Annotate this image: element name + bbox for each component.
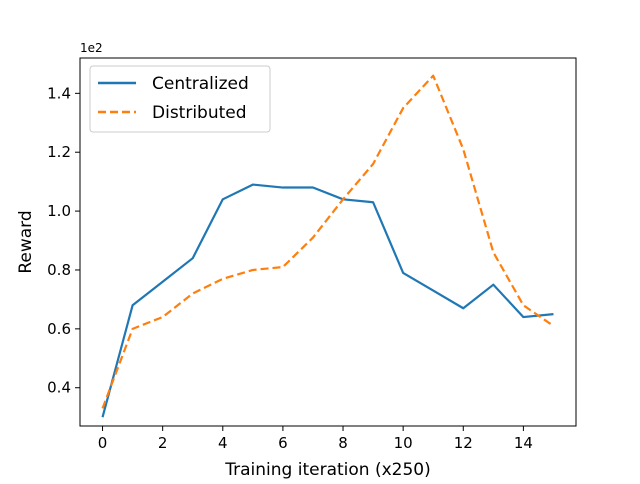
- y-tick-label: 1.0: [47, 202, 71, 220]
- x-tick-label: 6: [278, 434, 288, 452]
- x-tick-label: 10: [394, 434, 413, 452]
- x-tick-label: 2: [158, 434, 168, 452]
- plot-frame: [79, 57, 577, 427]
- x-tick-label: 0: [98, 434, 108, 452]
- x-tick-label: 8: [338, 434, 348, 452]
- x-tick-label: 4: [218, 434, 228, 452]
- y-tick-label: 0.4: [47, 379, 71, 397]
- y-tick-label: 1.4: [47, 84, 71, 102]
- legend-label-distributed: Distributed: [152, 103, 247, 123]
- y-tick-label: 0.6: [47, 320, 71, 338]
- y-tick-label: 1.2: [47, 143, 71, 161]
- legend-label-centralized: Centralized: [152, 74, 249, 94]
- y-axis-label: Reward: [16, 210, 36, 273]
- x-tick-label: 12: [454, 434, 473, 452]
- ticks-layer: 0 2 4 6 8 10 12 14 0.4 0.6 0.8 1.0 1.2 1.4: [47, 84, 533, 452]
- y-tick-label: 0.8: [47, 261, 71, 279]
- x-axis-label: Training iteration (x250): [224, 460, 430, 480]
- series-line-centralized: [101, 183, 554, 418]
- series-line-distributed: [101, 74, 555, 409]
- legend: Centralized Distributed: [89, 65, 271, 133]
- x-tick-label: 14: [514, 434, 533, 452]
- y-offset-label: 1e2: [80, 41, 103, 55]
- series-layer: [101, 74, 555, 418]
